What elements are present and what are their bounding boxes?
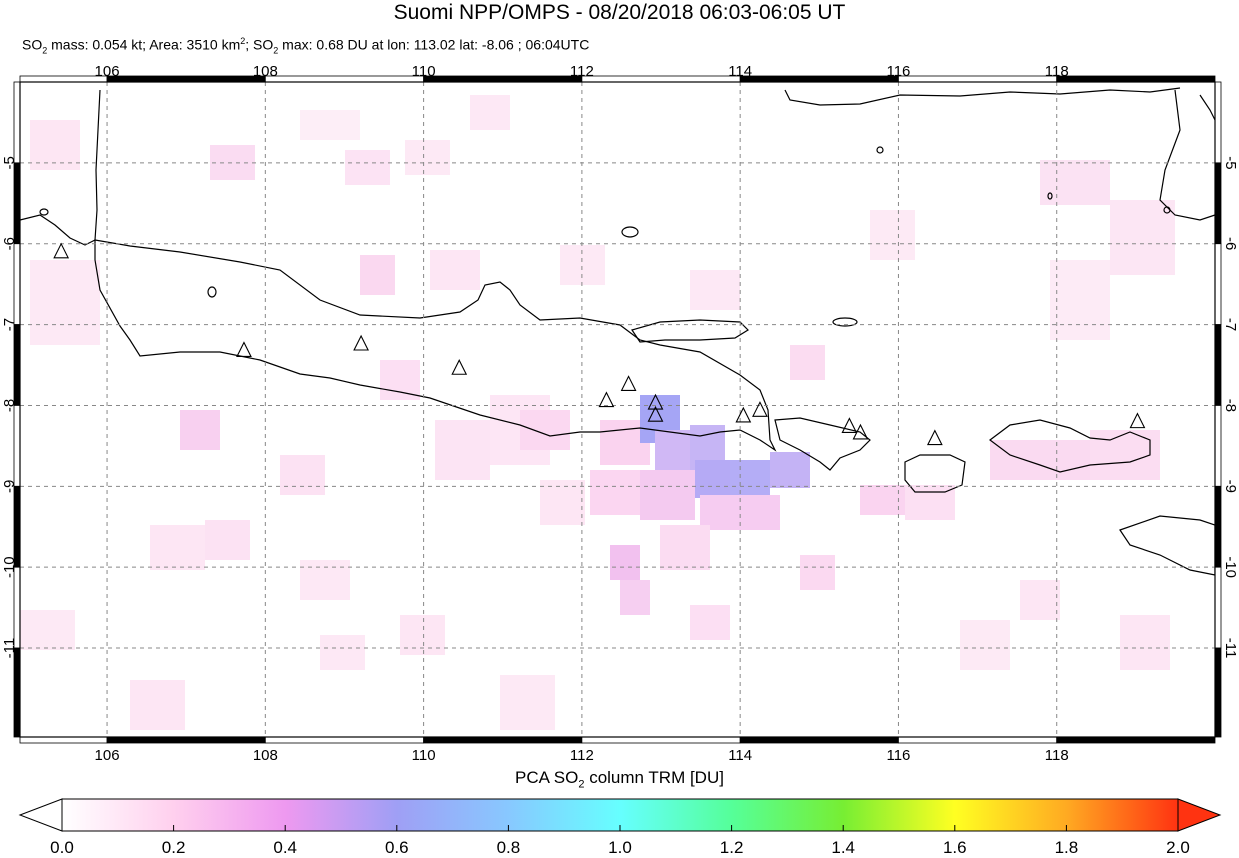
frame-segment-top [1056, 75, 1216, 83]
frame-segment-left [13, 405, 21, 487]
lat-tick-label-left: -9 [1, 480, 18, 493]
colorbar [18, 798, 1222, 832]
frame-segment-left [13, 243, 21, 325]
lat-tick-label-right: -8 [1222, 399, 1239, 412]
volcano-triangle-icon [841, 417, 858, 434]
map-border [19, 81, 1216, 738]
lon-tick-label-bottom: 112 [570, 747, 594, 760]
map-subtitle: SO2 mass: 0.054 kt; Area: 3510 km2; SO2 … [22, 36, 590, 56]
lat-tick-label-left: -6 [1, 237, 18, 250]
map-frame [13, 75, 1222, 744]
colorbar-tick-label: 0.2 [161, 838, 186, 857]
colorbar-high-arrow [1177, 798, 1222, 832]
lat-tick-label-left: -7 [1, 318, 18, 331]
colorbar-tick-label: 1.0 [608, 838, 632, 857]
lat-tick-label-right: -9 [1222, 480, 1239, 493]
lon-tick-label-top: 118 [1045, 63, 1069, 80]
frame-segment-bottom [1056, 736, 1216, 744]
volcano-triangle-icon [353, 334, 369, 351]
lon-tick-label-bottom: 110 [412, 747, 436, 760]
lon-tick-label-top: 114 [728, 63, 752, 80]
frame-segment-right [1214, 81, 1222, 164]
frame-segment-top [264, 75, 425, 83]
colorbar-tick-label: 2.0 [1166, 838, 1190, 857]
lon-tick-label-bottom: 116 [886, 747, 910, 760]
colorbar-tick-label: 0.6 [384, 838, 409, 857]
volcano-triangle-icon [53, 242, 70, 259]
frame-segment-left [13, 81, 21, 164]
axis-labels: 106 106 108 108 110 110 112 112 114 114 116 116 118 1… [1, 63, 1239, 760]
frame-segment-left [13, 647, 21, 738]
lon-tick-label-top: 108 [253, 63, 278, 80]
frame-segment-bottom [19, 736, 108, 744]
frame-segment-right [1214, 566, 1222, 649]
lon-tick-label-top: 112 [570, 63, 594, 80]
lon-tick-label-top: 110 [412, 63, 436, 80]
colorbar-low-arrow [18, 798, 63, 832]
frame-segment-bottom [106, 736, 266, 744]
so2-pixel-layer [20, 95, 1175, 730]
volcano-markers [53, 242, 1146, 446]
volcano-triangle-icon [1129, 412, 1146, 429]
frame-segment-bottom [423, 736, 583, 744]
lon-tick-label-top: 106 [95, 63, 120, 80]
frame-segment-bottom [581, 736, 741, 744]
lat-tick-label-left: -11 [1, 638, 18, 659]
volcano-triangle-icon [852, 423, 869, 440]
volcano-triangle-icon [647, 393, 664, 410]
volcano-triangle-icon [926, 429, 943, 446]
colorbar-tick-label: 1.6 [942, 838, 967, 857]
grid-lines [20, 82, 1215, 737]
frame-segment-top [898, 75, 1058, 83]
colorbar-tick-label: 0.8 [496, 838, 521, 857]
volcano-triangle-icon [451, 359, 468, 375]
colorbar-tick-label: 1.2 [719, 838, 744, 857]
frame-segment-right [1214, 647, 1222, 738]
lon-tick-label-bottom: 114 [728, 747, 752, 760]
lon-tick-label-bottom: 106 [95, 747, 120, 760]
lat-tick-label-right: -11 [1222, 638, 1239, 659]
colorbar-tick-label: 0.0 [50, 838, 74, 857]
volcano-triangle-icon [647, 405, 664, 422]
colorbar-tick-label: 1.4 [831, 838, 856, 857]
frame-segment-right [1214, 485, 1222, 568]
lon-tick-label-top: 116 [886, 63, 910, 80]
frame-segment-right [1214, 324, 1222, 406]
lat-tick-label-right: -10 [1222, 556, 1239, 578]
colorbar-title: PCA SO2 column TRM [DU] [515, 768, 724, 791]
lat-tick-label-left: -8 [1, 399, 18, 412]
map-title: Suomi NPP/OMPS - 08/20/2018 06:03-06:05 … [393, 1, 846, 24]
volcano-triangle-icon [620, 375, 637, 391]
frame-segment-bottom [264, 736, 425, 744]
lat-tick-label-right: -6 [1222, 237, 1239, 250]
so2-map: 106 106 108 108 110 110 112 112 114 114 116 116 118 1… [1, 63, 1239, 760]
lat-tick-label-right: -5 [1222, 156, 1239, 169]
frame-segment-top [106, 75, 266, 83]
frame-segment-right [1214, 243, 1222, 325]
frame-segment-left [13, 162, 21, 245]
volcano-triangle-icon [236, 341, 252, 358]
lon-tick-label-bottom: 118 [1045, 747, 1069, 760]
coastline [19, 87, 1216, 576]
volcano-triangle-icon [735, 406, 752, 423]
frame-segment-left [13, 324, 21, 406]
frame-segment-left [13, 566, 21, 649]
volcano-triangle-icon [752, 401, 768, 417]
frame-segment-bottom [898, 736, 1058, 744]
volcano-triangle-icon [598, 391, 615, 408]
colorbar-tick-label: 0.4 [273, 838, 298, 857]
frame-segment-right [1214, 405, 1222, 487]
lat-tick-label-left: -5 [1, 156, 18, 169]
frame-segment-bottom [739, 736, 899, 744]
colorbar-tick-label: 1.8 [1054, 838, 1079, 857]
frame-segment-right [1214, 162, 1222, 245]
lat-tick-label-right: -7 [1222, 318, 1239, 331]
frame-segment-top [423, 75, 583, 83]
lon-tick-label-bottom: 108 [253, 747, 278, 760]
frame-segment-top [739, 75, 899, 83]
frame-segment-left [13, 485, 21, 568]
frame-segment-top [581, 75, 741, 83]
lat-tick-label-left: -10 [1, 556, 18, 578]
